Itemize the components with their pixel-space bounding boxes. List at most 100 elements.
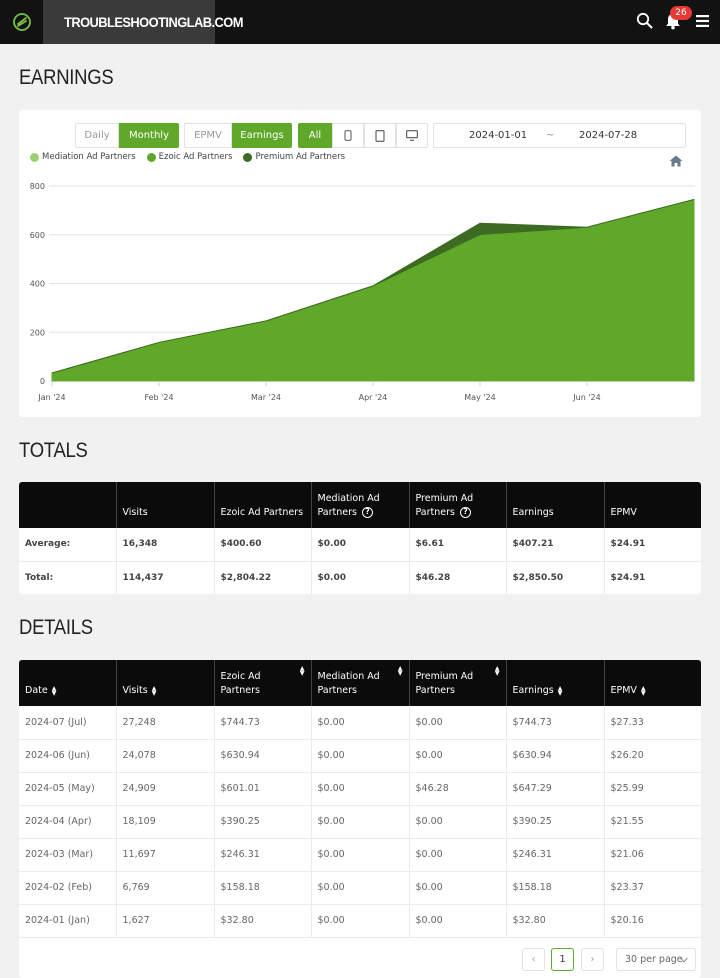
- table-cell: $46.28: [408, 772, 506, 806]
- legend-item[interactable]: Mediation Ad Partners: [30, 152, 136, 162]
- sort-icon[interactable]: ▲ ▼: [397, 665, 403, 677]
- table-cell: $0.00: [310, 528, 409, 562]
- site-selector[interactable]: TROUBLESHOOTINGLAB.COM: [43, 0, 243, 44]
- column-header-visits[interactable]: Visits ▲ ▼: [115, 660, 214, 706]
- table-cell: 2024-05 (May): [19, 772, 116, 806]
- table-cell: $0.00: [408, 739, 506, 773]
- device-toggle: All: [298, 123, 428, 148]
- sort-icon[interactable]: ▲ ▼: [494, 665, 500, 677]
- table-cell: $400.60: [213, 528, 311, 562]
- search-icon[interactable]: [636, 12, 653, 29]
- table-cell: $23.37: [603, 871, 701, 905]
- details-header-row: Date ▲ ▼ Visits ▲ ▼ ▲ ▼ Ezoic Ad Partners ▲ ▼ Me…: [19, 660, 701, 706]
- column-header-date[interactable]: Date ▲ ▼: [19, 660, 116, 706]
- daily-button[interactable]: Daily: [75, 123, 119, 148]
- table-cell: $0.00: [310, 772, 409, 806]
- table-cell: $744.73: [505, 706, 604, 740]
- legend-swatch: [146, 152, 156, 162]
- table-cell: $24.91: [603, 561, 701, 594]
- table-row: 2024-07 (Jul) 27,248 $744.73 $0.00 $0.00 $744…: [19, 706, 701, 740]
- tablet-icon: [375, 129, 385, 142]
- x-tick-label: Jun '24: [572, 393, 600, 402]
- help-icon[interactable]: ?: [460, 507, 472, 518]
- legend-item[interactable]: Ezoic Ad Partners: [146, 152, 232, 162]
- ezoic-logo-icon: [12, 13, 31, 31]
- x-tick-label: May '24: [464, 393, 495, 402]
- table-cell: $0.00: [310, 739, 409, 773]
- sort-icon[interactable]: ▲ ▼: [51, 684, 57, 697]
- notification-count-badge: 26: [670, 6, 692, 20]
- table-cell: $24.91: [603, 528, 701, 562]
- table-cell: $0.00: [408, 805, 506, 839]
- column-header-label: Visits: [122, 685, 148, 696]
- sort-icon[interactable]: ▲ ▼: [557, 684, 563, 697]
- table-cell: $246.31: [213, 838, 311, 872]
- totals-row-total: Total: 114,437 $2,804.22 $0.00 $46.28 $2…: [19, 561, 701, 594]
- table-cell: 2024-07 (Jul): [19, 706, 116, 740]
- table-cell: $0.00: [310, 871, 409, 905]
- table-cell: $390.25: [505, 805, 604, 839]
- earnings-area-chart: 0 200 400 600 800 Jan '24 Feb '24 Mar '24 Apr '2…: [30, 182, 695, 402]
- prev-page-button[interactable]: ‹: [522, 948, 545, 971]
- y-tick-label: 800: [30, 182, 45, 191]
- x-tick-label: Feb '24: [144, 393, 173, 402]
- table-cell: $407.21: [505, 528, 604, 562]
- table-cell: Total:: [19, 561, 116, 594]
- sort-icon[interactable]: ▲ ▼: [640, 684, 646, 697]
- column-header-label: Ezoic Ad Partners: [220, 671, 261, 696]
- table-cell: 2024-04 (Apr): [19, 805, 116, 839]
- table-row: 2024-05 (May) 24,909 $601.01 $0.00 $46.28 $64…: [19, 772, 701, 806]
- sort-icon[interactable]: ▲ ▼: [151, 684, 157, 697]
- totals-table: Visits Ezoic Ad Partners Mediation Ad Pa…: [19, 482, 701, 594]
- per-page-select[interactable]: 30 per page: [616, 948, 696, 971]
- earnings-button[interactable]: Earnings: [232, 123, 292, 148]
- tablet-button[interactable]: [364, 123, 396, 148]
- table-cell: 16,348: [115, 528, 214, 562]
- sort-icon[interactable]: ▲ ▼: [299, 665, 305, 677]
- column-header-premium[interactable]: ▲ ▼ Premium Ad Partners: [408, 660, 506, 706]
- y-tick-label: 200: [30, 328, 45, 337]
- help-icon[interactable]: ?: [362, 507, 374, 518]
- earnings-chart-card: Daily Monthly EPMV Earnings All 2024-01-…: [19, 110, 701, 417]
- epmv-button[interactable]: EPMV: [184, 123, 232, 148]
- table-row: 2024-06 (Jun) 24,078 $630.94 $0.00 $0.00 $630…: [19, 739, 701, 773]
- monthly-button[interactable]: Monthly: [119, 123, 179, 148]
- table-row: 2024-02 (Feb) 6,769 $158.18 $0.00 $0.00 $158.…: [19, 871, 701, 905]
- home-icon[interactable]: [669, 155, 683, 167]
- table-cell: $32.80: [505, 904, 604, 938]
- table-row: 2024-03 (Mar) 11,697 $246.31 $0.00 $0.00 $246…: [19, 838, 701, 872]
- x-tick-label: Jan '24: [37, 393, 65, 402]
- column-header-mediation[interactable]: ▲ ▼ Mediation Ad Partners: [310, 660, 409, 706]
- all-devices-button[interactable]: All: [298, 123, 332, 148]
- date-range-picker[interactable]: 2024-01-01 ~ 2024-07-28: [433, 123, 686, 148]
- desktop-button[interactable]: [396, 123, 428, 148]
- table-cell: $158.18: [213, 871, 311, 905]
- chart-legend: Mediation Ad Partners Ezoic Ad Partners …: [30, 152, 356, 162]
- table-cell: $21.55: [603, 805, 701, 839]
- column-header-earnings[interactable]: Earnings ▲ ▼: [505, 660, 604, 706]
- y-tick-label: 400: [30, 280, 45, 289]
- table-cell: 1,627: [115, 904, 214, 938]
- site-name: TROUBLESHOOTINGLAB.COM: [64, 14, 243, 30]
- column-header-epmv[interactable]: EPMV ▲ ▼: [603, 660, 701, 706]
- series-area: [51, 198, 695, 382]
- table-cell: $744.73: [213, 706, 311, 740]
- table-cell: 2024-01 (Jan): [19, 904, 116, 938]
- table-cell: $647.29: [505, 772, 604, 806]
- page-1-button[interactable]: 1: [551, 948, 574, 971]
- legend-item[interactable]: Premium Ad Partners: [243, 152, 345, 162]
- table-cell: 2024-02 (Feb): [19, 871, 116, 905]
- mobile-button[interactable]: [332, 123, 364, 148]
- next-page-button[interactable]: ›: [581, 948, 604, 971]
- table-cell: 27,248: [115, 706, 214, 740]
- hamburger-menu-icon[interactable]: [696, 15, 709, 27]
- table-cell: $0.00: [310, 805, 409, 839]
- table-cell: $630.94: [505, 739, 604, 773]
- table-cell: Average:: [19, 528, 116, 562]
- table-cell: 114,437: [115, 561, 214, 594]
- logo[interactable]: [0, 0, 43, 44]
- top-bar: TROUBLESHOOTINGLAB.COM 26: [0, 0, 720, 44]
- table-cell: $21.06: [603, 838, 701, 872]
- totals-card: Visits Ezoic Ad Partners Mediation Ad Pa…: [19, 482, 701, 594]
- column-header-ezoic[interactable]: ▲ ▼ Ezoic Ad Partners: [213, 660, 311, 706]
